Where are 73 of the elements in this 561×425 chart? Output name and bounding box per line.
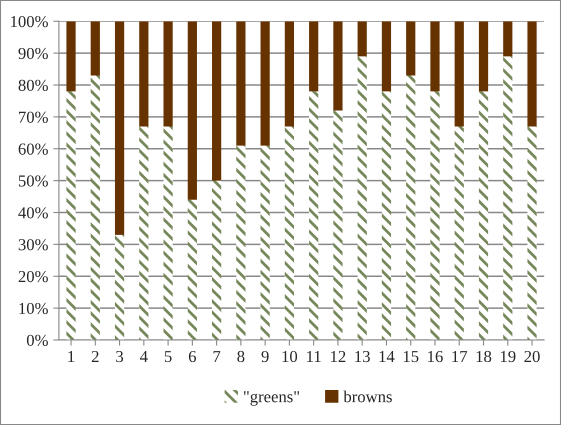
y-tick-label: 10% xyxy=(19,302,48,314)
x-tick-label: 17 xyxy=(452,350,468,362)
y-tick-label: 100% xyxy=(11,16,48,28)
bar xyxy=(188,200,197,340)
bar xyxy=(139,126,148,340)
bar xyxy=(358,56,367,340)
bar xyxy=(382,91,392,340)
x-tick-label: 7 xyxy=(214,351,220,362)
bar xyxy=(212,21,222,181)
bar xyxy=(284,21,294,126)
bar xyxy=(139,21,148,126)
x-tick-label: 15 xyxy=(404,350,418,362)
bar xyxy=(260,21,270,146)
bar xyxy=(358,21,367,56)
x-tick-label: 11 xyxy=(307,350,321,362)
bar xyxy=(163,126,173,340)
y-tick-label: 50% xyxy=(18,175,48,187)
x-tick-label: 14 xyxy=(380,350,395,362)
bar xyxy=(163,21,173,126)
x-tick-label: 2 xyxy=(92,350,99,362)
y-tick-label: 90% xyxy=(18,48,48,60)
bar xyxy=(236,146,246,340)
bar xyxy=(309,21,318,92)
x-tick-label: 4 xyxy=(140,351,148,362)
y-tick-label: 30% xyxy=(18,239,48,250)
legend-label: "greens" xyxy=(244,391,300,406)
bar xyxy=(430,91,440,340)
y-tick-label: 80% xyxy=(18,80,48,91)
bar xyxy=(333,110,343,340)
x-tick-label: 19 xyxy=(500,350,516,362)
bar xyxy=(66,91,76,340)
bar xyxy=(454,126,464,340)
x-tick-label: 12 xyxy=(331,350,346,362)
x-tick-label: 6 xyxy=(188,350,196,362)
bar xyxy=(406,75,416,340)
x-tick-label: 18 xyxy=(476,350,492,362)
y-tick-label: 0% xyxy=(26,334,48,346)
x-tick-label: 8 xyxy=(237,350,244,362)
bar xyxy=(90,75,100,340)
bar xyxy=(503,56,512,340)
x-tick-label: 1 xyxy=(68,350,74,362)
bar xyxy=(503,21,512,56)
bar xyxy=(478,21,488,92)
y-tick-label: 20% xyxy=(18,270,48,282)
x-tick-label: 10 xyxy=(282,350,298,362)
bar xyxy=(284,126,294,340)
x-tick-label: 20 xyxy=(524,350,540,362)
bar xyxy=(527,21,537,126)
y-tick-label: 70% xyxy=(19,112,48,123)
bar xyxy=(212,180,222,340)
bar xyxy=(527,126,537,340)
x-tick-label: 13 xyxy=(355,350,370,362)
x-tick-label: 5 xyxy=(164,351,172,362)
bar xyxy=(406,21,416,76)
x-tick-label: 3 xyxy=(116,350,124,362)
bar xyxy=(90,21,100,76)
x-tick-label: 16 xyxy=(428,350,443,362)
bar xyxy=(260,146,270,340)
bar xyxy=(66,21,76,92)
y-tick-label: 40% xyxy=(18,207,48,218)
y-tick-label: 60% xyxy=(18,143,48,155)
bar xyxy=(478,91,488,340)
bar xyxy=(114,234,124,340)
bar xyxy=(236,21,246,146)
bar xyxy=(114,21,124,235)
bar xyxy=(188,21,197,200)
x-tick-label: 9 xyxy=(262,350,269,362)
bar xyxy=(382,21,392,92)
bar xyxy=(454,21,464,126)
legend-label: browns xyxy=(343,390,392,402)
bar xyxy=(309,91,318,340)
bar xyxy=(430,21,440,92)
bar xyxy=(333,21,343,110)
